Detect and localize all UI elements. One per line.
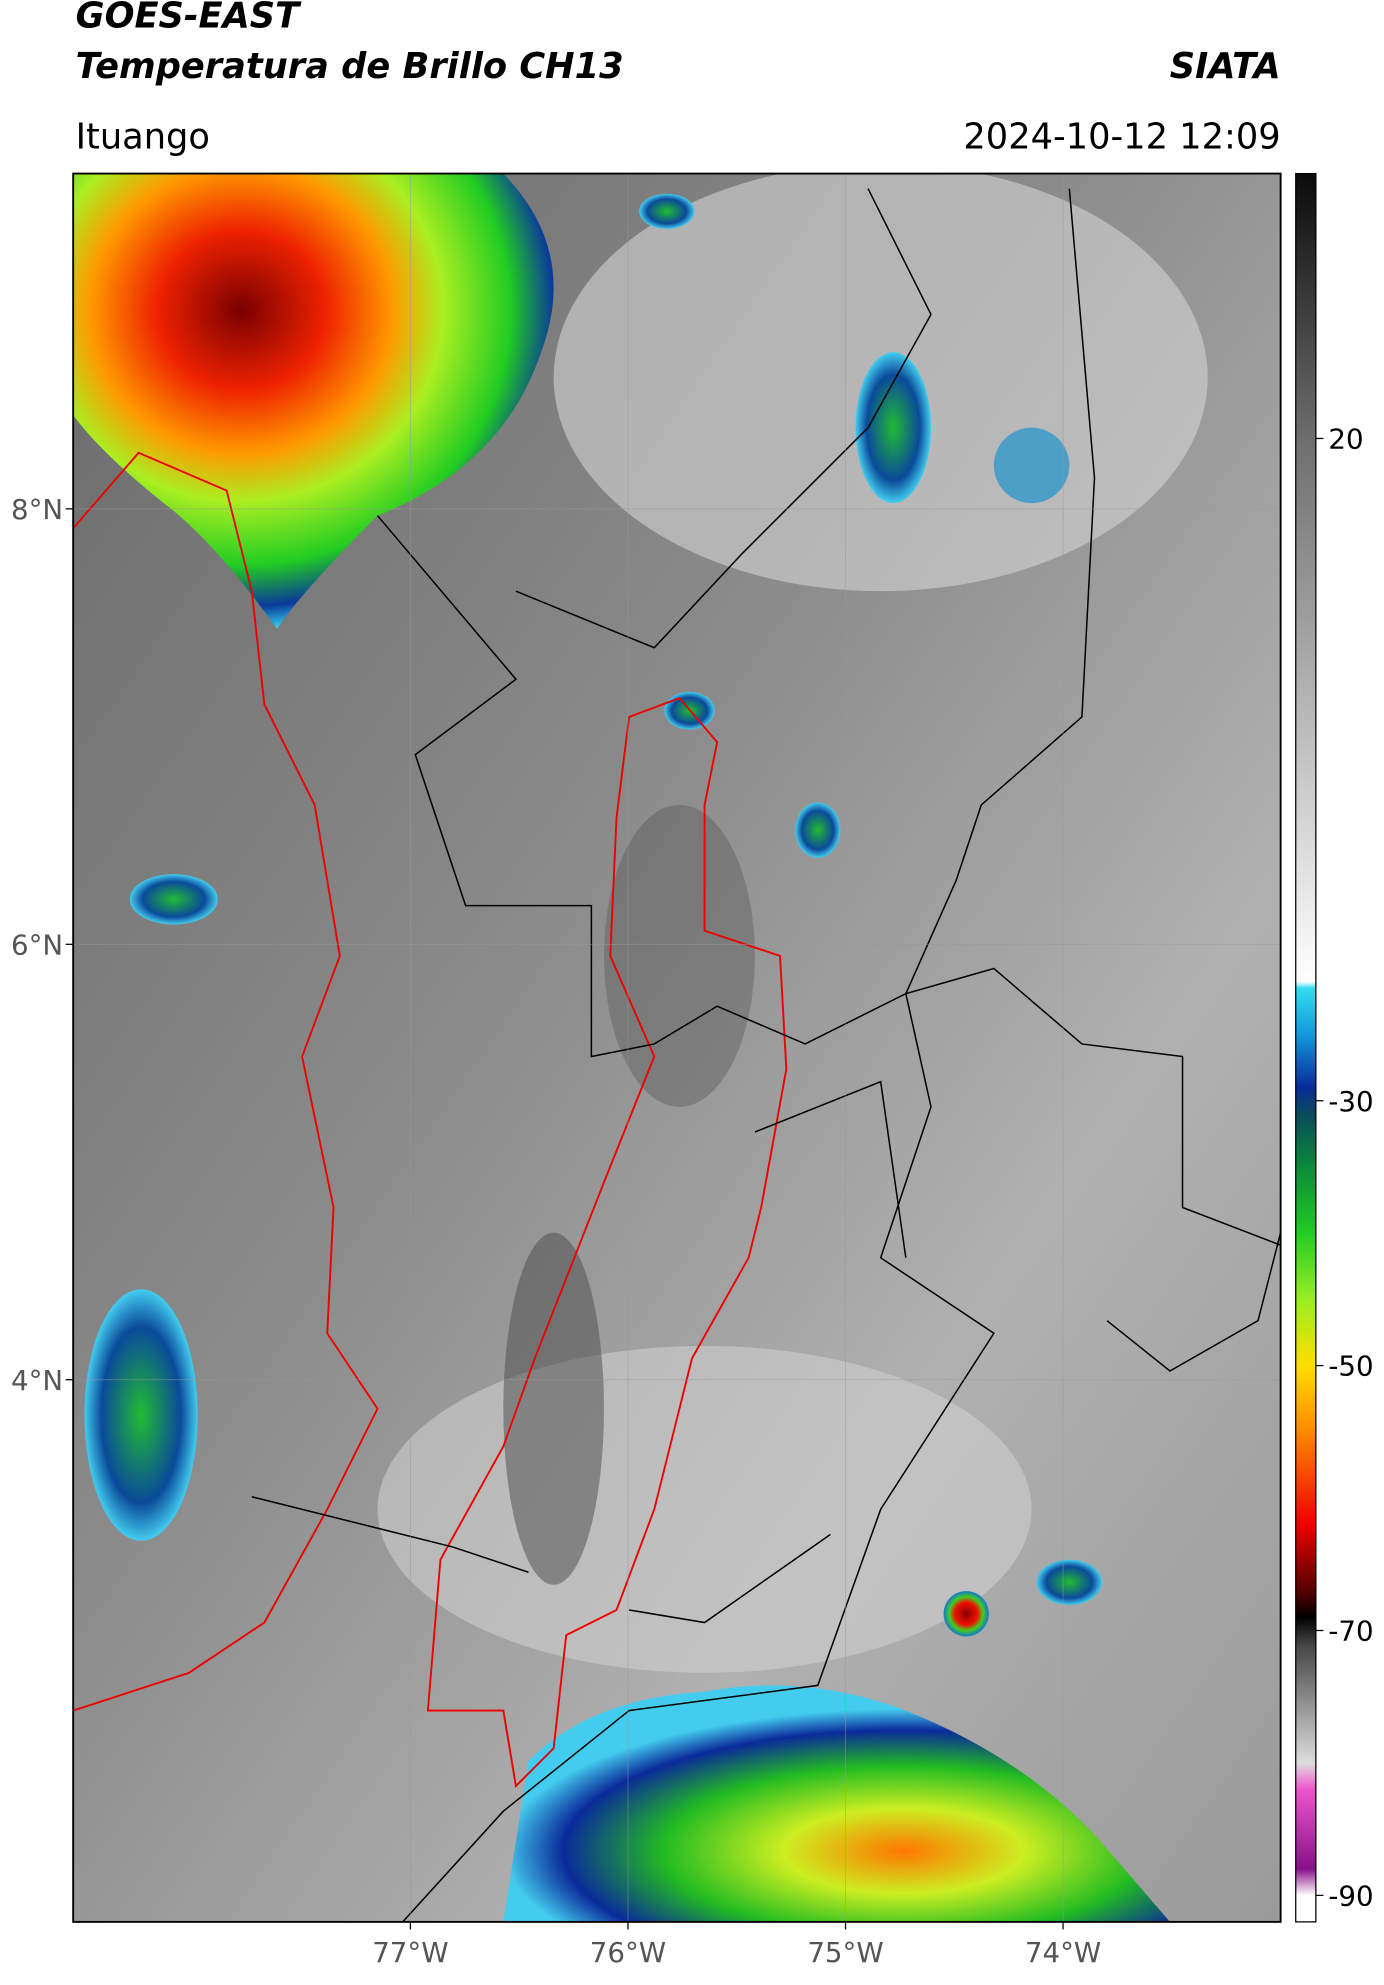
cloud-cell (1036, 1559, 1103, 1605)
map-frame (72, 172, 1282, 1923)
cloud (503, 1232, 604, 1585)
region-border (426, 696, 788, 1789)
x-tick-label: 74°W (1025, 1936, 1101, 1969)
location: Ituango (76, 116, 210, 157)
coastline (73, 451, 379, 1712)
map-image (73, 173, 1281, 1922)
graticule: 77°W 76°W 75°W 74°W 8°N 6°N 4°N (11, 173, 1281, 1969)
cloud-cell (129, 874, 218, 925)
cloud-cell (84, 1289, 198, 1541)
y-tick-label: 8°N (11, 493, 63, 526)
colorbar-tick-label: -30 (1328, 1085, 1373, 1118)
cloud (377, 1345, 1032, 1673)
x-tick-label: 77°W (372, 1936, 448, 1969)
cloud-cell (855, 352, 931, 504)
cloud (603, 804, 755, 1107)
source: SIATA (1170, 46, 1281, 87)
colorbar-tick-label: -70 (1328, 1615, 1373, 1648)
colorbar-tick-label: -50 (1328, 1350, 1373, 1383)
admin-border (251, 188, 1281, 1922)
cloud-cell (639, 193, 695, 229)
title: GOES-EAST (76, 0, 302, 37)
colorbar-scale (1295, 172, 1317, 1923)
storm (503, 1685, 1170, 1922)
cloud-cell (993, 427, 1070, 504)
x-tick-label: 75°W (807, 1936, 883, 1969)
subtitle: Temperatura de Brillo CH13 (76, 46, 624, 87)
x-tick-label: 76°W (590, 1936, 666, 1969)
y-tick-label: 6°N (11, 928, 63, 961)
cloud-cell (795, 802, 841, 858)
datetime: 2024-10-12 12:09 (963, 116, 1280, 157)
cloud-cell (943, 1591, 989, 1637)
colorbar: 20 -30 -50 -70 -90 (1295, 172, 1374, 1923)
y-tick-label: 4°N (11, 1364, 63, 1397)
colorbar-tick-label: -90 (1328, 1879, 1373, 1912)
storm (73, 173, 554, 629)
colorbar-tick-label: 20 (1328, 423, 1363, 456)
